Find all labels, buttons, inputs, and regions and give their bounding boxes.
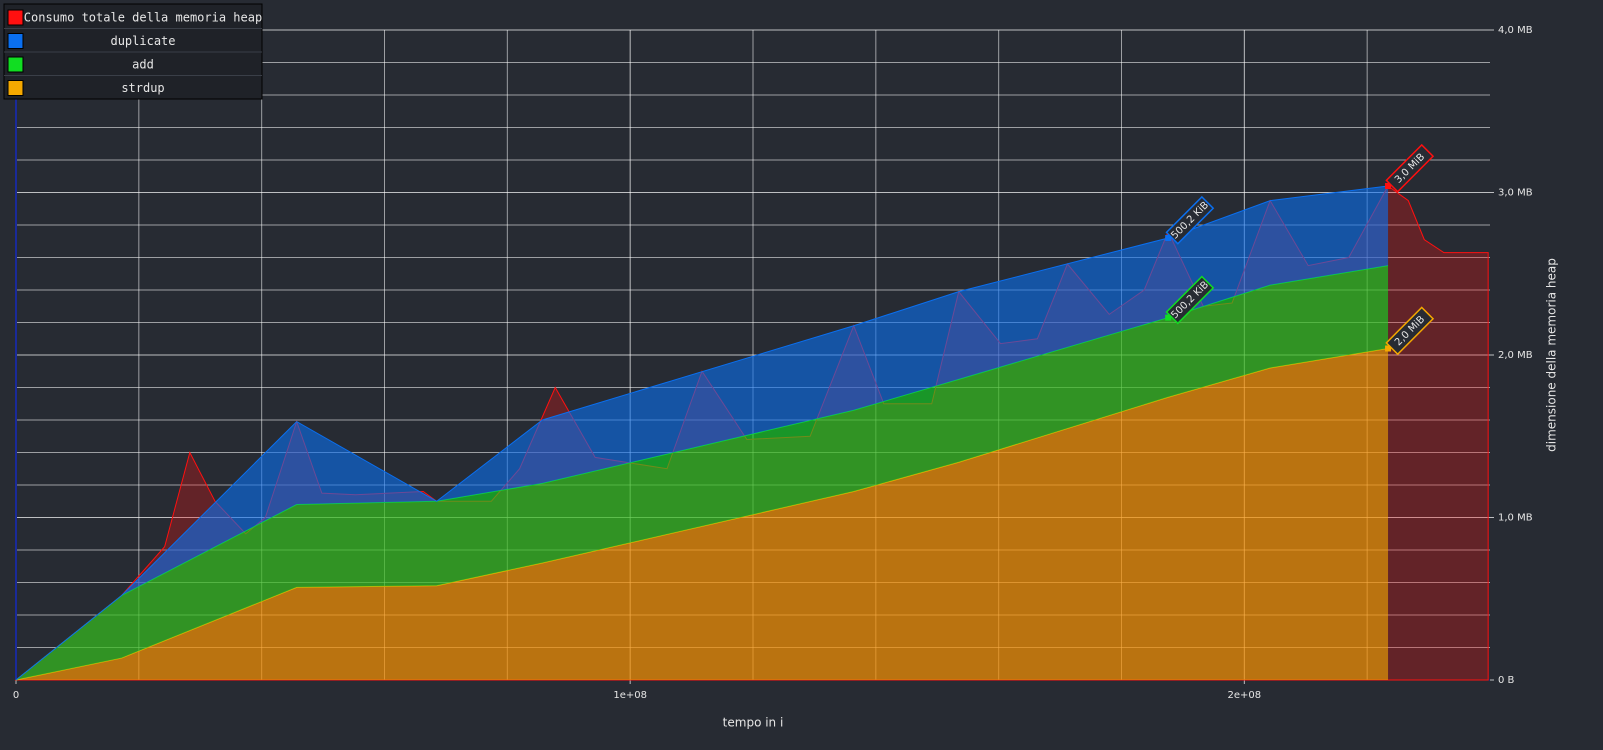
x-tick-label: 0 (13, 690, 19, 701)
areas (14, 185, 1489, 681)
legend-label: duplicate (110, 34, 175, 48)
value-label-box (1165, 195, 1215, 245)
stacked-area (16, 186, 1389, 680)
legend-label: Consumo totale della memoria heap (24, 11, 262, 25)
value-label-box (1385, 143, 1435, 193)
legend-swatch (7, 9, 24, 26)
y-tick-label: 0 B (1498, 675, 1515, 686)
legend: Consumo totale della memoria heap duplica… (3, 3, 263, 100)
stacked-area (16, 348, 1389, 680)
legend-swatch (7, 80, 24, 96)
area-edge (15, 185, 1389, 681)
value-marker (1165, 314, 1172, 321)
y-tick-label: 2,0 MB (1498, 350, 1533, 361)
value-marker (1165, 235, 1172, 241)
y-axis-title: dimensione della memoria heap (1545, 258, 1559, 452)
legend-swatch (7, 33, 24, 49)
value-marker (1385, 345, 1392, 352)
value-marker (1385, 183, 1392, 189)
y-tick-label: 4,0 MB (1498, 25, 1533, 36)
legend-swatch (7, 56, 24, 73)
legend-label: add (132, 58, 154, 72)
value-label-box (1385, 306, 1435, 356)
y-tick-label: 3,0 MB (1498, 188, 1533, 199)
value-label-box (1165, 275, 1215, 325)
y-tick-label: 1,0 MB (1498, 513, 1533, 524)
x-tick-label: 2e+08 (1228, 690, 1262, 701)
x-axis-title: tempo in i (723, 716, 784, 730)
value-label: 3,0 MiB (1385, 143, 1435, 193)
stacked-area (16, 265, 1389, 680)
x-tick-label: 1e+08 (613, 690, 647, 701)
legend-label: strdup (121, 81, 164, 95)
